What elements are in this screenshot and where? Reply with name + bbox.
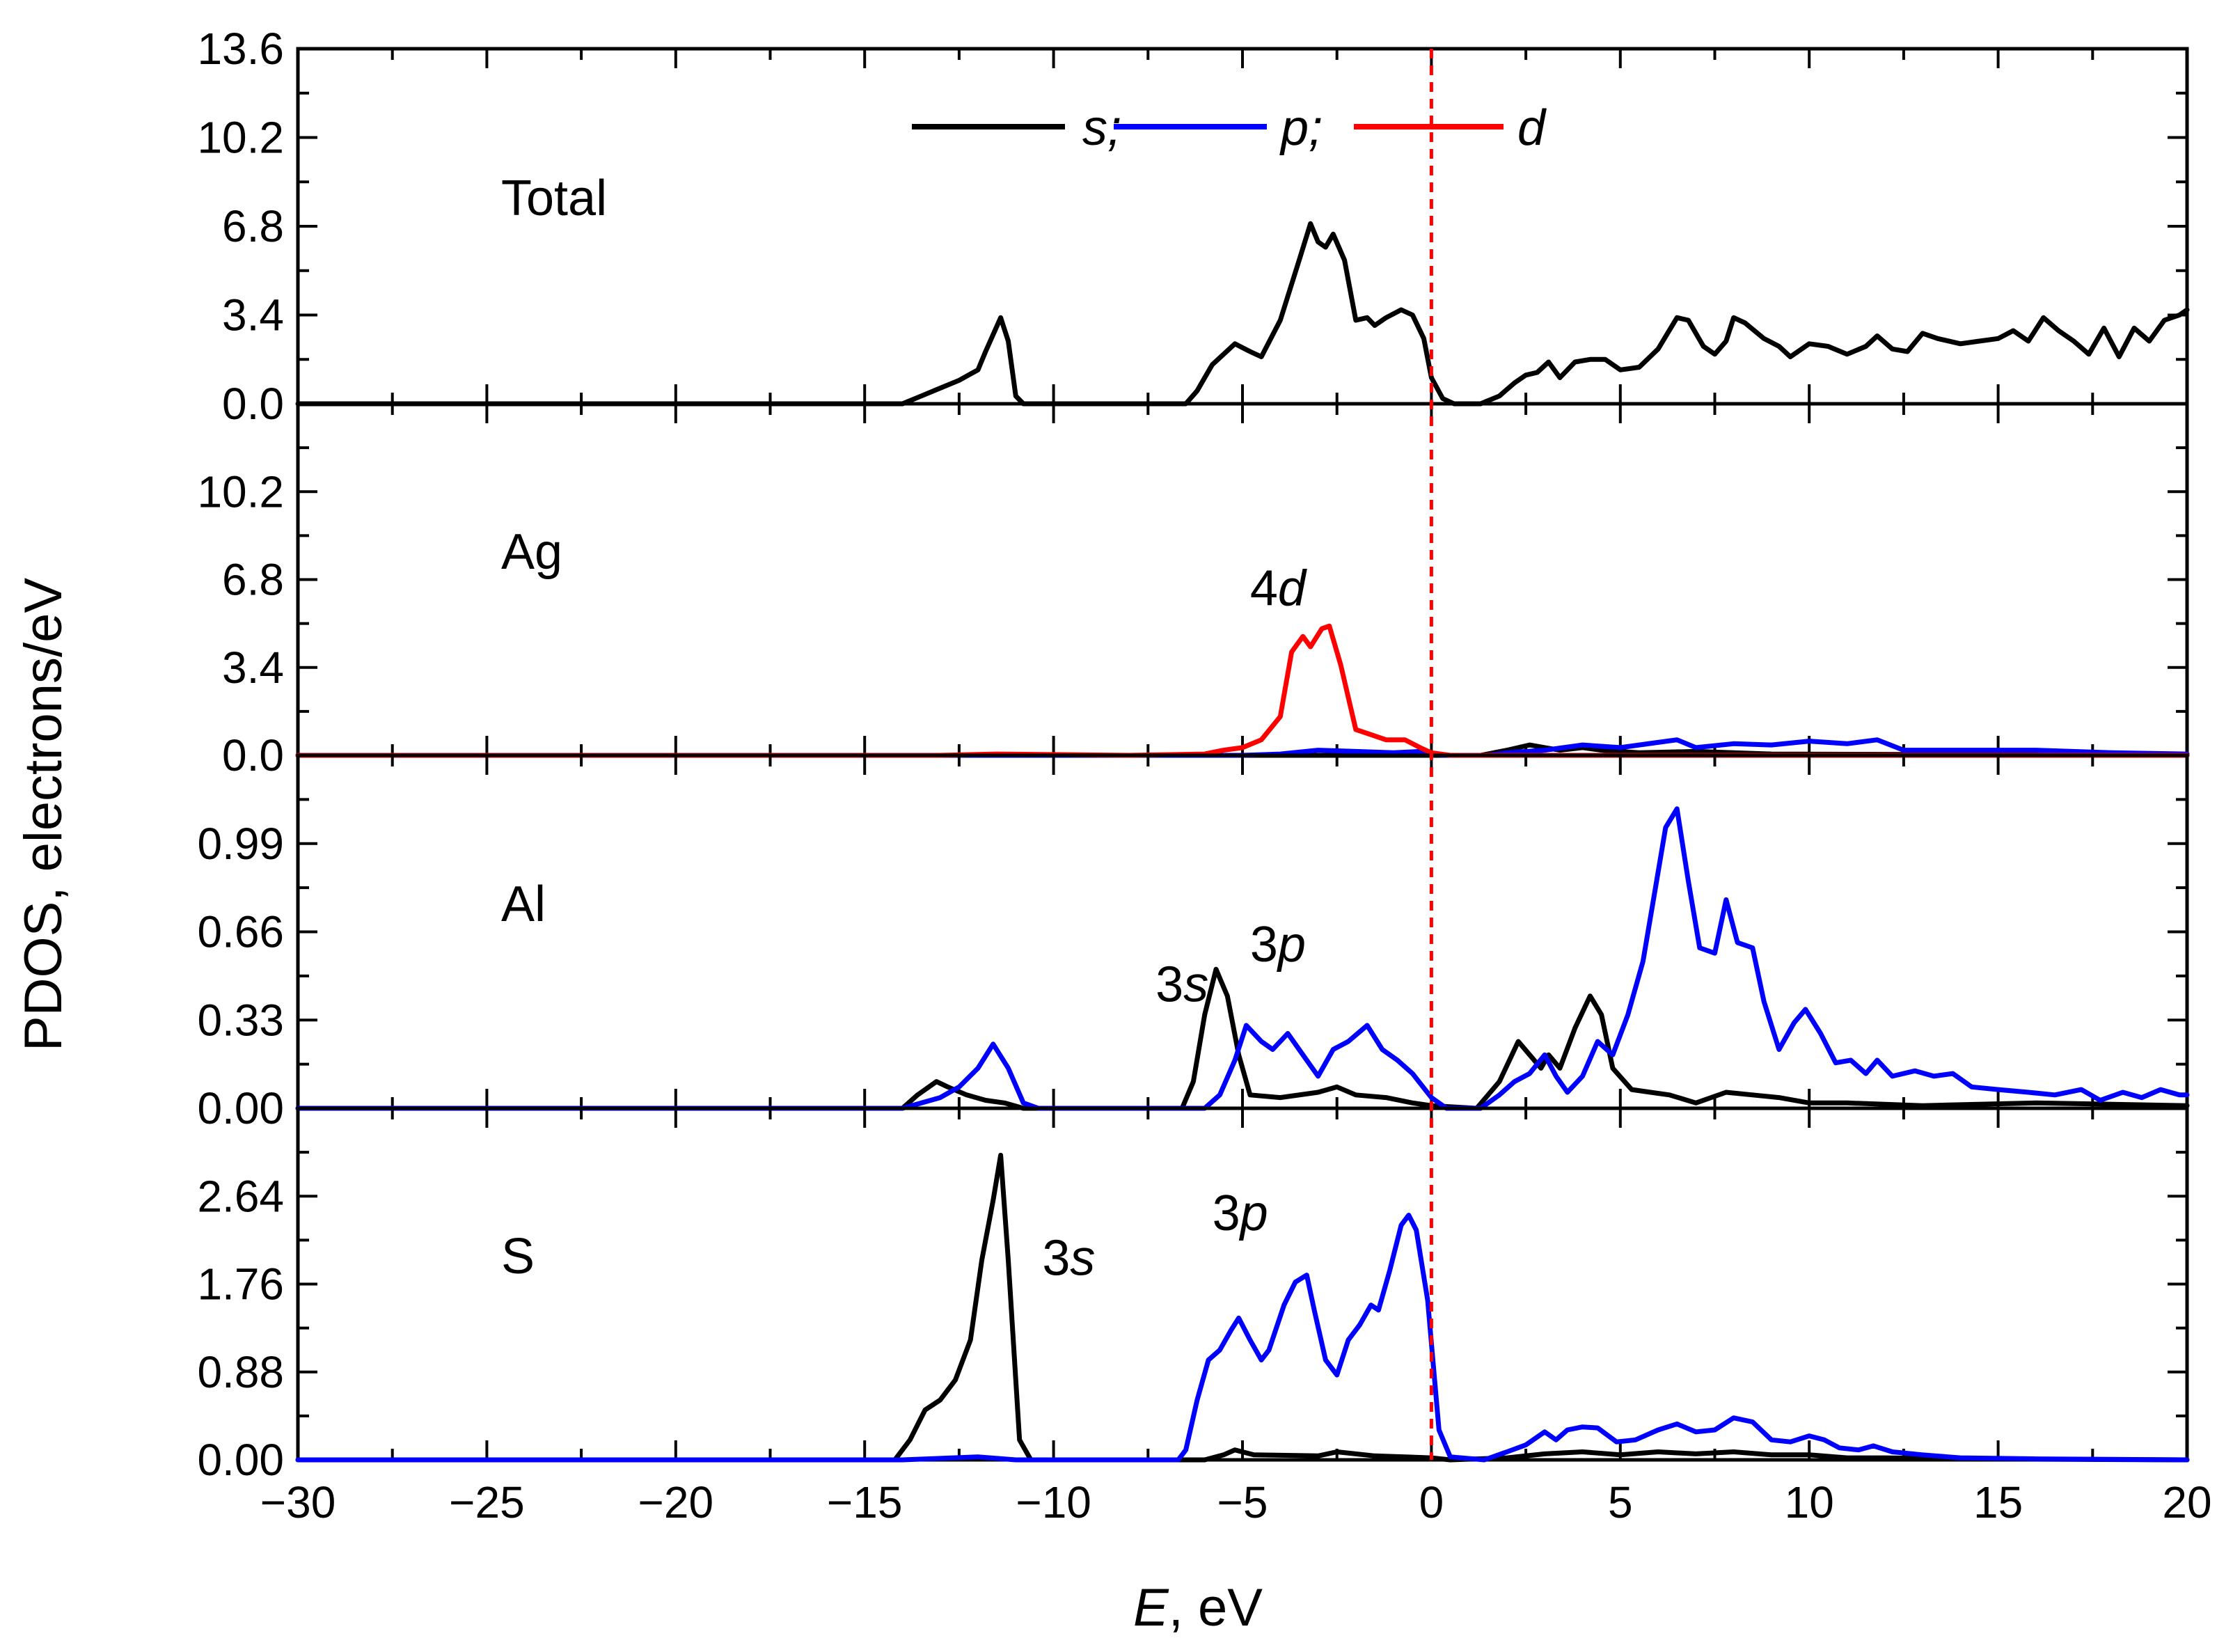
x-tick-label: 15 bbox=[1973, 1477, 2023, 1527]
legend: s; p; d bbox=[912, 100, 1547, 156]
x-tick-label: −15 bbox=[827, 1477, 903, 1527]
x-tick-label: −25 bbox=[449, 1477, 525, 1527]
y-tick-label: 10.2 bbox=[197, 466, 284, 517]
y-tick-label: 10.2 bbox=[197, 113, 284, 163]
series-line-p bbox=[295, 737, 2190, 758]
annotation-number: 4 bbox=[1250, 561, 1278, 617]
panel-frame bbox=[296, 1106, 2189, 1462]
y-tick-label: 0.00 bbox=[197, 1435, 284, 1485]
y-tick-label: 0.99 bbox=[197, 819, 284, 869]
panels-group: 0.03.46.810.213.6Total0.03.46.810.2Ag4d0… bbox=[197, 24, 2190, 1485]
x-tick-label: −20 bbox=[638, 1477, 714, 1527]
annotation-label: 3s bbox=[1042, 1231, 1095, 1287]
annotation-orbital: d bbox=[1278, 561, 1307, 617]
annotation-number: 3 bbox=[1042, 1231, 1070, 1287]
x-axis-title: E, eV bbox=[1133, 1578, 1263, 1637]
x-tick-label: −30 bbox=[260, 1477, 336, 1527]
x-tick-label: −10 bbox=[1016, 1477, 1091, 1527]
panel-label: Al bbox=[501, 876, 546, 932]
y-tick-label: 0.0 bbox=[222, 379, 284, 429]
legend-label-d: d bbox=[1517, 100, 1547, 156]
annotation-orbital: s bbox=[1183, 957, 1208, 1012]
x-tick-label: 5 bbox=[1608, 1477, 1633, 1527]
panel-frame bbox=[296, 753, 2189, 1110]
annotation-label: 3s bbox=[1155, 957, 1208, 1012]
x-axis-title-symbol: E bbox=[1133, 1578, 1169, 1637]
y-tick-label: 0.0 bbox=[222, 730, 284, 780]
x-axis: −30 −25 −20 −15 −10 −5 0 5 10 15 20 bbox=[260, 1477, 2212, 1527]
x-tick-label: 20 bbox=[2162, 1477, 2211, 1527]
panel-frame bbox=[296, 402, 2189, 757]
y-tick-label: 1.76 bbox=[197, 1259, 284, 1309]
y-tick-label: 6.8 bbox=[222, 201, 284, 251]
y-tick-label: 6.8 bbox=[222, 555, 284, 605]
annotation-orbital: p bbox=[1277, 917, 1306, 973]
y-tick-label: 2.64 bbox=[197, 1171, 284, 1221]
series-line-p bbox=[295, 806, 2190, 1111]
annotation-orbital: p bbox=[1239, 1186, 1268, 1241]
y-tick-label: 3.4 bbox=[222, 290, 284, 340]
y-tick-label: 0.00 bbox=[197, 1083, 284, 1133]
y-tick-label: 3.4 bbox=[222, 643, 284, 693]
series-line-s bbox=[295, 221, 2190, 407]
annotation-label: 3p bbox=[1213, 1186, 1268, 1241]
y-axis-title: PDOS, electrons/eV bbox=[14, 578, 73, 1051]
panel-label: Ag bbox=[501, 524, 562, 580]
annotation-number: 3 bbox=[1250, 917, 1278, 973]
panel-label: Total bbox=[501, 171, 607, 226]
panel-label: S bbox=[501, 1229, 535, 1284]
y-tick-label: 0.88 bbox=[197, 1347, 284, 1397]
legend-label-p: p; bbox=[1279, 100, 1323, 156]
annotation-label: 3p bbox=[1250, 917, 1306, 973]
panel-ag: 0.0 3.4 6.8 10.2 Ag 4d bbox=[197, 402, 2190, 780]
annotation-number: 3 bbox=[1155, 957, 1183, 1012]
series-line-p bbox=[295, 1213, 2190, 1463]
series-line-s bbox=[295, 1152, 2190, 1463]
annotation-orbital: s bbox=[1070, 1231, 1095, 1287]
y-tick-label: 13.6 bbox=[197, 24, 284, 74]
annotation-number: 3 bbox=[1213, 1186, 1240, 1241]
x-tick-label: 0 bbox=[1419, 1477, 1444, 1527]
x-tick-label: −5 bbox=[1217, 1477, 1268, 1527]
annotation-label: 4d bbox=[1250, 561, 1307, 617]
panel-total: 0.0 3.4 6.8 10.2 13.6 Total bbox=[197, 24, 2190, 429]
x-axis-title-unit: , eV bbox=[1169, 1578, 1263, 1637]
x-tick-label: 10 bbox=[1785, 1477, 1834, 1527]
y-tick-label: 0.66 bbox=[197, 907, 284, 957]
y-tick-label: 0.33 bbox=[197, 995, 284, 1045]
